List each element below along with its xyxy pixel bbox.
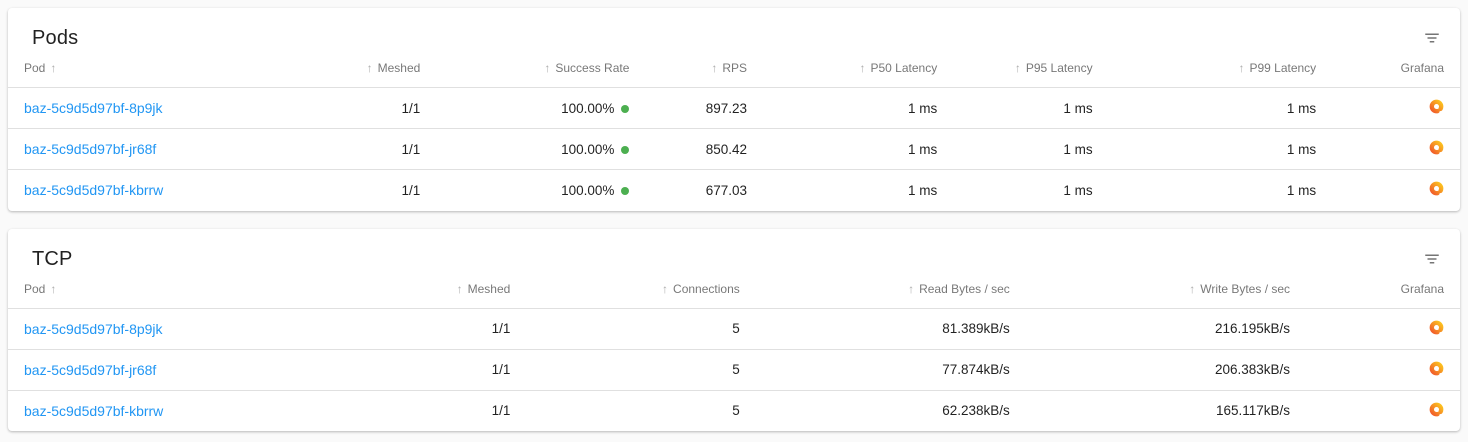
table-row: baz-5c9d5d97bf-8p9jk 1/1 5 81.389kB/s 21…	[8, 308, 1460, 349]
rps-cell: 677.03	[645, 169, 764, 211]
sort-ascending-icon	[662, 282, 673, 296]
sort-ascending-icon	[457, 282, 468, 296]
pods-sort-header-p95[interactable]: P95 Latency	[953, 53, 1109, 88]
meshed-cell: 1/1	[491, 321, 511, 336]
p99-cell: 1 ms	[1108, 169, 1333, 211]
pods-sort-header-success-rate[interactable]: Success Rate	[436, 53, 646, 88]
pods-sort-header-meshed[interactable]: Meshed	[228, 53, 437, 88]
grafana-icon	[1429, 361, 1444, 379]
pods-card: Pods Pod Meshed Success Rate RPS P50 Lat…	[8, 8, 1460, 211]
pods-filter-button[interactable]	[1420, 26, 1444, 50]
sort-ascending-icon	[1238, 61, 1249, 75]
grafana-link[interactable]	[1429, 140, 1444, 155]
pod-link[interactable]: baz-5c9d5d97bf-jr68f	[24, 361, 157, 378]
tcp-sort-header-meshed[interactable]: Meshed	[257, 273, 527, 309]
rps-cell: 850.42	[645, 128, 764, 170]
p99-cell: 1 ms	[1286, 100, 1317, 116]
sort-ascending-icon	[544, 61, 555, 75]
sort-ascending-icon	[45, 61, 56, 75]
pods-sort-header-rps[interactable]: RPS	[645, 53, 764, 88]
pods-card-title: Pods	[32, 27, 79, 49]
tcp-header-row: Pod Meshed Connections Read Bytes / sec …	[8, 273, 1460, 309]
table-row: baz-5c9d5d97bf-8p9jk 1/1 100.00% 897.23 …	[8, 88, 1460, 129]
p50-cell: 1 ms	[763, 128, 954, 170]
pods-header-grafana: Grafana	[1332, 53, 1460, 88]
read-bytes-cell: 77.874kB/s	[755, 348, 1026, 390]
tcp-sort-header-read-bytes[interactable]: Read Bytes / sec	[755, 273, 1026, 309]
tcp-sort-header-connections[interactable]: Connections	[526, 273, 756, 309]
pods-header-row: Pod Meshed Success Rate RPS P50 Latency …	[8, 53, 1460, 88]
tcp-card: TCP Pod Meshed Connections Read Bytes / …	[8, 228, 1460, 431]
table-row: baz-5c9d5d97bf-jr68f 1/1 100.00% 850.42 …	[8, 128, 1460, 170]
pod-link[interactable]: baz-5c9d5d97bf-8p9jk	[24, 100, 163, 116]
pods-sort-header-p99[interactable]: P99 Latency	[1108, 53, 1333, 88]
p50-cell: 1 ms	[907, 100, 938, 116]
table-row: baz-5c9d5d97bf-kbrrw 1/1 5 62.238kB/s 16…	[8, 389, 1460, 431]
grafana-icon	[1429, 181, 1444, 199]
pods-table: Pod Meshed Success Rate RPS P50 Latency …	[8, 53, 1460, 211]
success-rate-cell: 100.00%	[436, 88, 645, 129]
grafana-link[interactable]	[1429, 99, 1444, 114]
tcp-table: Pod Meshed Connections Read Bytes / sec …	[8, 273, 1460, 431]
meshed-cell: 1/1	[401, 100, 421, 116]
sort-ascending-icon	[1015, 61, 1026, 75]
meshed-cell: 1/1	[257, 389, 527, 431]
sort-ascending-icon	[1189, 282, 1200, 296]
pod-link[interactable]: baz-5c9d5d97bf-jr68f	[24, 141, 157, 157]
success-dot-icon	[621, 186, 630, 195]
grafana-link[interactable]	[1429, 361, 1444, 376]
pods-sort-header-p50[interactable]: P50 Latency	[763, 53, 954, 88]
read-bytes-cell: 81.389kB/s	[942, 321, 1010, 336]
tcp-sort-header-pod[interactable]: Pod	[8, 273, 258, 309]
pod-link[interactable]: baz-5c9d5d97bf-kbrrw	[24, 182, 164, 199]
filter-list-icon	[1423, 33, 1441, 50]
write-bytes-cell: 165.117kB/s	[1025, 389, 1307, 431]
pod-link[interactable]: baz-5c9d5d97bf-8p9jk	[24, 320, 163, 337]
sort-ascending-icon	[860, 61, 871, 75]
p99-cell: 1 ms	[1108, 128, 1333, 170]
p95-cell: 1 ms	[953, 128, 1109, 170]
grafana-icon	[1429, 402, 1444, 420]
success-rate-cell: 100.00%	[436, 128, 646, 170]
table-row: baz-5c9d5d97bf-kbrrw 1/1 100.00% 677.03 …	[8, 169, 1460, 211]
filter-list-icon	[1423, 254, 1441, 271]
write-bytes-cell: 216.195kB/s	[1214, 321, 1291, 336]
p50-cell: 1 ms	[763, 169, 954, 211]
grafana-link[interactable]	[1429, 402, 1444, 417]
grafana-icon	[1429, 320, 1444, 338]
sort-ascending-icon	[711, 61, 722, 75]
sort-ascending-icon	[908, 282, 919, 296]
grafana-icon	[1429, 99, 1444, 117]
tcp-filter-button[interactable]	[1420, 247, 1444, 271]
connections-cell: 5	[526, 348, 756, 390]
pod-link[interactable]: baz-5c9d5d97bf-kbrrw	[24, 402, 164, 419]
tcp-sort-header-write-bytes[interactable]: Write Bytes / sec	[1025, 273, 1307, 309]
connections-cell: 5	[732, 321, 740, 336]
p95-cell: 1 ms	[953, 169, 1109, 211]
grafana-link[interactable]	[1429, 320, 1444, 335]
pods-sort-header-pod[interactable]: Pod	[8, 53, 229, 88]
meshed-cell: 1/1	[257, 348, 527, 390]
write-bytes-cell: 206.383kB/s	[1025, 348, 1307, 390]
meshed-cell: 1/1	[228, 169, 437, 211]
pods-card-header: Pods	[8, 8, 1460, 53]
tcp-header-grafana: Grafana	[1306, 273, 1460, 309]
success-dot-icon	[621, 145, 630, 154]
grafana-link[interactable]	[1429, 181, 1444, 196]
success-rate-cell: 100.00%	[436, 169, 646, 211]
grafana-icon	[1429, 140, 1444, 158]
connections-cell: 5	[526, 389, 756, 431]
sort-ascending-icon	[367, 61, 378, 75]
rps-cell: 897.23	[705, 100, 748, 116]
meshed-cell: 1/1	[228, 128, 437, 170]
tcp-card-title: TCP	[32, 247, 73, 270]
read-bytes-cell: 62.238kB/s	[755, 389, 1026, 431]
p95-cell: 1 ms	[1063, 100, 1093, 116]
table-row: baz-5c9d5d97bf-jr68f 1/1 5 77.874kB/s 20…	[8, 348, 1460, 390]
tcp-card-header: TCP	[8, 229, 1460, 274]
success-dot-icon	[621, 104, 630, 113]
sort-ascending-icon	[45, 282, 56, 296]
